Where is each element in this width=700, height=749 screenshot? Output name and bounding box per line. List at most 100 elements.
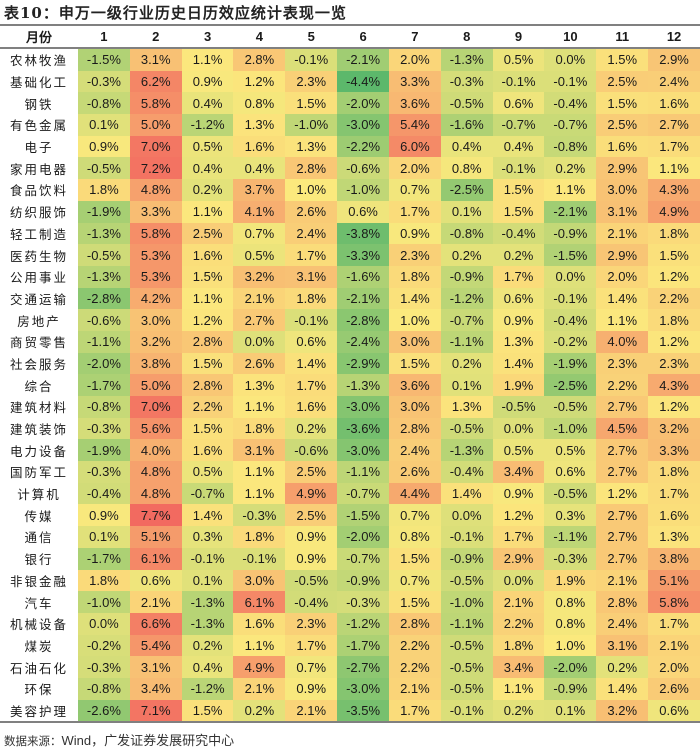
value-cell: 1.2% <box>492 504 545 527</box>
industry-name: 非银金融 <box>0 569 78 592</box>
value-cell: -0.9% <box>544 677 597 700</box>
value-cell: -0.1% <box>285 309 338 331</box>
value-cell: 0.2% <box>492 699 545 723</box>
value-cell: -0.8% <box>78 396 130 418</box>
value-cell: -1.1% <box>440 330 493 353</box>
value-cell: 3.1% <box>129 48 182 71</box>
industry-name: 汽车 <box>0 591 78 613</box>
value-cell: 1.6% <box>181 244 234 266</box>
value-cell: 1.7% <box>648 482 700 505</box>
value-cell: 0.7% <box>388 504 441 527</box>
value-cell: 7.7% <box>129 504 182 527</box>
value-cell: 1.3% <box>233 374 286 396</box>
value-cell: -3.0% <box>337 439 389 462</box>
value-cell: 0.3% <box>544 504 597 527</box>
industry-name: 商贸零售 <box>0 330 78 353</box>
value-cell: -0.7% <box>337 547 389 570</box>
value-cell: 3.2% <box>596 699 649 723</box>
value-cell: -0.1% <box>544 70 597 93</box>
value-cell: 3.6% <box>388 92 441 115</box>
value-cell: 1.3% <box>233 114 286 136</box>
value-cell: 0.4% <box>492 135 545 158</box>
value-cell: 1.7% <box>388 200 441 223</box>
value-cell: -0.4% <box>440 461 493 483</box>
value-cell: -0.1% <box>492 157 545 180</box>
value-cell: 1.1% <box>233 482 286 505</box>
value-cell: -3.0% <box>337 114 389 136</box>
value-cell: 1.8% <box>648 461 700 483</box>
value-cell: 0.0% <box>233 330 286 353</box>
value-cell: 2.1% <box>233 287 286 310</box>
value-cell: 2.9% <box>648 48 700 71</box>
value-cell: -0.7% <box>337 482 389 505</box>
table-row: 商贸零售 -1.1% 3.2% 2.8% 0.0% 0.6% -2.4% 3.0% -1.1% 1… <box>0 330 700 353</box>
value-cell: 2.9% <box>492 547 545 570</box>
value-cell: 1.5% <box>492 200 545 223</box>
value-cell: 0.2% <box>233 699 286 723</box>
value-cell: 1.6% <box>285 396 338 418</box>
value-cell: 0.1% <box>544 699 597 723</box>
value-cell: 0.9% <box>492 482 545 505</box>
value-cell: 2.6% <box>388 461 441 483</box>
value-cell: 2.8% <box>181 374 234 396</box>
value-cell: 0.6% <box>129 569 182 592</box>
value-cell: 2.8% <box>233 48 286 71</box>
value-cell: 0.4% <box>181 656 234 678</box>
value-cell: 3.8% <box>648 547 700 570</box>
month-header-7: 7 <box>411 29 419 44</box>
value-cell: -0.6% <box>78 309 130 331</box>
value-cell: 2.0% <box>388 48 441 71</box>
value-cell: 1.2% <box>596 482 649 505</box>
value-cell: -4.4% <box>337 70 389 93</box>
value-cell: 1.8% <box>233 417 286 440</box>
value-cell: 2.9% <box>596 157 649 180</box>
value-cell: -0.3% <box>337 591 389 613</box>
value-cell: 2.3% <box>388 244 441 266</box>
value-cell: 1.7% <box>388 699 441 723</box>
value-cell: 0.2% <box>492 244 545 266</box>
value-cell: 2.1% <box>233 677 286 700</box>
table-row: 基础化工 -0.3% 6.2% 0.9% 1.2% 2.3% -4.4% 3.3% -0.3% -… <box>0 70 700 93</box>
value-cell: 4.8% <box>129 179 182 201</box>
value-cell: 5.3% <box>129 265 182 288</box>
value-cell: 1.2% <box>648 330 700 353</box>
industry-name: 环保 <box>0 677 78 700</box>
value-cell: 0.1% <box>78 114 130 136</box>
table-row: 农林牧渔 -1.5% 3.1% 1.1% 2.8% -0.1% -2.1% 2.0% -1.3%… <box>0 48 700 71</box>
value-cell: 0.0% <box>492 417 545 440</box>
value-cell: 0.2% <box>285 417 338 440</box>
value-cell: 3.8% <box>129 352 182 375</box>
value-cell: 0.4% <box>233 157 286 180</box>
value-cell: 0.6% <box>648 699 700 723</box>
value-cell: 1.5% <box>181 352 234 375</box>
value-cell: 4.8% <box>129 461 182 483</box>
value-cell: -0.5% <box>544 482 597 505</box>
value-cell: 0.2% <box>440 352 493 375</box>
value-cell: 1.8% <box>388 265 441 288</box>
value-cell: 2.4% <box>388 439 441 462</box>
value-cell: -2.1% <box>544 200 597 223</box>
industry-name: 有色金属 <box>0 114 78 136</box>
value-cell: 0.0% <box>492 569 545 592</box>
value-cell: 0.6% <box>285 330 338 353</box>
value-cell: 3.2% <box>129 330 182 353</box>
value-cell: 1.5% <box>181 265 234 288</box>
month-header-2: 2 <box>152 29 160 44</box>
industry-name: 食品饮料 <box>0 179 78 201</box>
value-cell: 6.1% <box>129 547 182 570</box>
value-cell: -1.1% <box>440 612 493 635</box>
value-cell: 2.6% <box>285 200 338 223</box>
value-cell: 1.6% <box>596 135 649 158</box>
value-cell: 3.1% <box>233 439 286 462</box>
value-cell: 0.8% <box>440 157 493 180</box>
table-row: 食品饮料 1.8% 4.8% 0.2% 3.7% 1.0% -1.0% 0.7% -2.5% 1.… <box>0 179 700 201</box>
value-cell: 0.0% <box>544 48 597 71</box>
value-cell: 1.1% <box>596 309 649 331</box>
value-cell: 0.1% <box>78 526 130 548</box>
value-cell: -0.2% <box>78 634 130 657</box>
value-cell: -0.5% <box>78 157 130 180</box>
value-cell: 2.5% <box>596 114 649 136</box>
value-cell: 0.0% <box>440 504 493 527</box>
value-cell: 2.2% <box>492 612 545 635</box>
value-cell: 1.2% <box>648 396 700 418</box>
